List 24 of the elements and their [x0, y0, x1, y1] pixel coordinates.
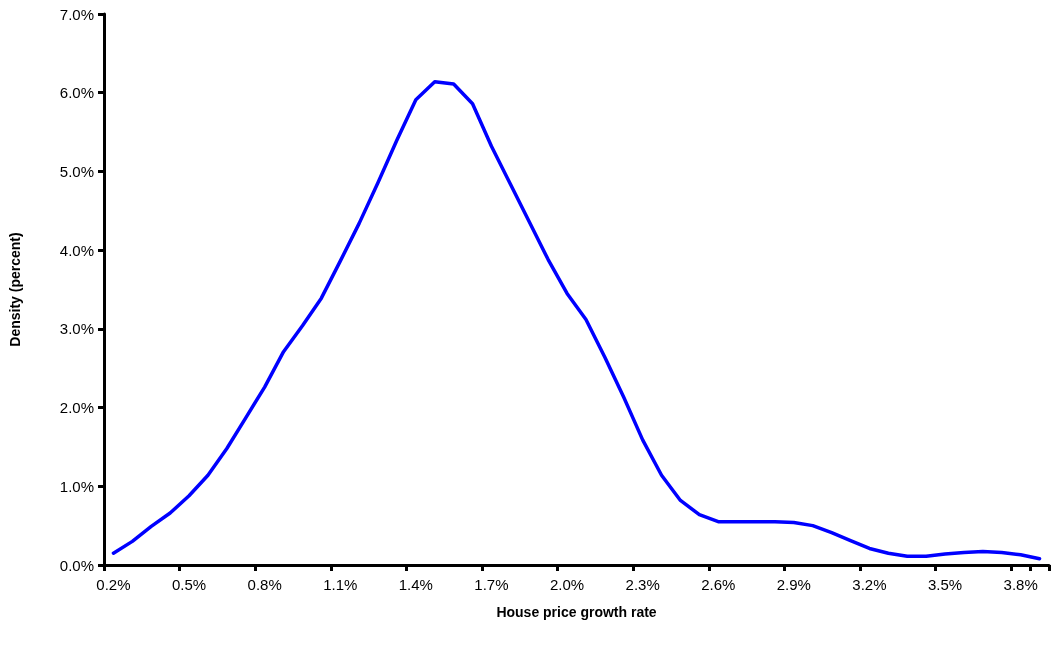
x-tick-label: 1.7%: [474, 576, 509, 593]
y-tick-label: 0.0%: [59, 556, 94, 574]
x-tick-label: 0.2%: [96, 576, 131, 593]
y-tick-label: 5.0%: [59, 162, 94, 180]
x-tick-label: 0.5%: [171, 576, 207, 593]
x-tick-label: 0.8%: [247, 576, 282, 593]
x-tick-label: 2.6%: [701, 576, 736, 593]
x-tick-label: 1.4%: [398, 576, 433, 593]
x-tick-label: 3.2%: [852, 576, 887, 593]
y-tick-label: 3.0%: [59, 320, 94, 338]
x-tick-label: 2.9%: [776, 576, 811, 593]
y-tick-label: 2.0%: [59, 399, 94, 417]
x-tick-label: 2.0%: [549, 576, 585, 593]
y-tick-label: 4.0%: [59, 241, 94, 259]
line-series: [111, 79, 1042, 561]
x-tick-label: 1.1%: [323, 576, 358, 593]
y-tick-label: 1.0%: [59, 477, 94, 495]
y-tick-label: 6.0%: [59, 84, 94, 102]
x-axis-title: House price growth rate: [496, 604, 657, 620]
y-axis-title: Density (percent): [7, 232, 23, 347]
x-tick-label: 3.5%: [927, 576, 963, 593]
x-tick-label: 2.3%: [625, 576, 660, 593]
x-tick-label: 3.8%: [1003, 576, 1038, 593]
y-tick-label: 7.0%: [59, 5, 94, 23]
